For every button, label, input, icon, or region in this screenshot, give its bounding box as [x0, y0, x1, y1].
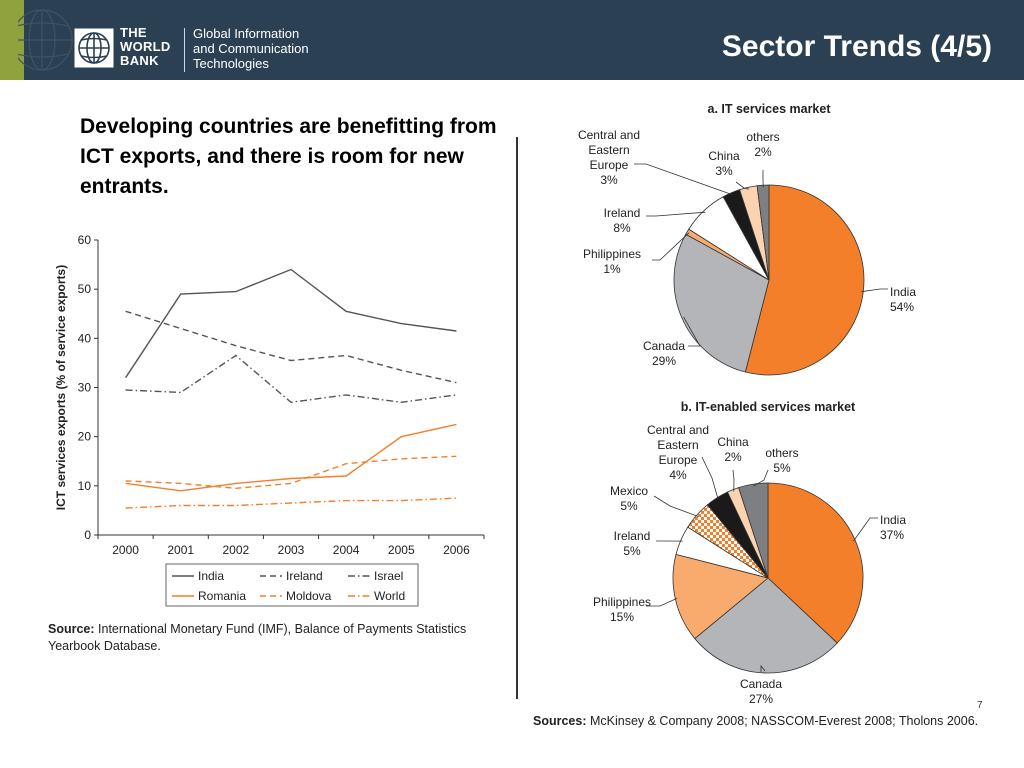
y-tick-label: 10	[78, 479, 92, 493]
pie-label: 8%	[613, 221, 631, 235]
x-tick-label: 2004	[333, 543, 360, 557]
series-line-india	[125, 268, 457, 379]
pie-label: 1%	[603, 262, 621, 276]
series-line-world	[125, 497, 457, 509]
pie-label: 3%	[600, 173, 618, 187]
series-line-israel	[125, 354, 457, 404]
leader-line	[646, 597, 678, 607]
y-tick-label: 60	[78, 233, 92, 247]
leader-line	[683, 316, 701, 347]
x-tick-label: 2001	[167, 543, 194, 557]
legend-item-ireland: Ireland	[286, 569, 323, 583]
pie-label: 2%	[724, 450, 742, 464]
legend-item-romania: Romania	[198, 589, 246, 603]
pie-slice-canada	[673, 233, 770, 373]
y-axis-label: ICT services exports (% of service expor…	[54, 265, 68, 510]
pie-label: Philippines	[593, 595, 651, 609]
slide-number: 7	[977, 700, 983, 711]
leader-line	[735, 181, 749, 190]
legend-item-world: World	[374, 589, 405, 603]
pie-label: 4%	[669, 468, 687, 482]
pie-title: a. IT services market	[708, 102, 832, 116]
slide-subtitle: Developing countries are benefitting fro…	[80, 115, 497, 198]
pie-label: Europe	[590, 158, 629, 172]
legend-item-moldova: Moldova	[286, 589, 332, 603]
pie-label: Mexico	[610, 484, 648, 498]
pie-title: b. IT-enabled services market	[681, 400, 856, 414]
pie-label: others	[765, 446, 798, 460]
x-tick-label: 2002	[223, 543, 250, 557]
pie-label: 2%	[754, 145, 772, 159]
x-tick-label: 2000	[112, 543, 139, 557]
y-tick-label: 40	[78, 331, 92, 345]
header-bar: THE WORLD BANK Global Information and Co…	[0, 0, 1024, 80]
organization-name: THE WORLD BANK	[120, 25, 171, 68]
ict-exports-line-chart: 0 10 20 30 40 50 60 2000 2001 2002 2003 2004 2005 200…	[54, 233, 485, 607]
pie-label: 29%	[652, 354, 676, 368]
pie-label: Central and	[647, 423, 709, 437]
pie-label: Eastern	[588, 143, 629, 157]
pie-label: 5%	[773, 461, 791, 475]
y-tick-label: 50	[78, 282, 92, 296]
pie-label: Philippines	[583, 247, 641, 261]
pie-label: 5%	[623, 544, 641, 558]
pie-label: 54%	[890, 300, 914, 314]
leader-line	[753, 469, 769, 487]
leader-line	[634, 163, 733, 195]
series-line-ireland	[125, 310, 457, 384]
leader-line	[732, 469, 735, 492]
leader-line	[701, 456, 719, 500]
pie-label: 5%	[620, 499, 638, 513]
pie-slice-india	[744, 184, 865, 376]
pie-slice-others	[738, 482, 769, 579]
vertical-divider	[516, 137, 518, 699]
leader-line	[861, 288, 888, 293]
x-tick-label: 2006	[443, 543, 470, 557]
pie-label: Ireland	[604, 206, 641, 220]
pie-label: Ireland	[614, 529, 651, 543]
pie-label: 37%	[880, 528, 904, 542]
left-source-note: Source: International Monetary Fund (IMF…	[48, 622, 467, 653]
leader-line	[652, 232, 690, 261]
right-source-note: Sources: McKinsey & Company 2008; NASSCO…	[533, 714, 979, 728]
pie-slice-india	[767, 482, 864, 644]
x-tick-label: 2003	[278, 543, 305, 557]
x-tick-label: 2005	[388, 543, 415, 557]
legend-box	[165, 563, 419, 607]
pie-label: Canada	[740, 677, 782, 691]
leader-line	[646, 211, 706, 217]
world-bank-logo	[74, 28, 114, 68]
leader-line	[853, 517, 878, 542]
pie-label: Eastern	[657, 438, 698, 452]
leader-line	[760, 664, 766, 672]
pie-label: others	[746, 130, 779, 144]
slide-title: Sector Trends (4/5)	[721, 30, 992, 63]
series-line-romania	[125, 423, 457, 492]
pie-label: Europe	[659, 453, 698, 467]
pie-label: 3%	[715, 164, 733, 178]
pie-label: Central and	[578, 128, 640, 142]
y-tick-label: 30	[78, 381, 92, 395]
pie-label: India	[890, 285, 916, 299]
legend-item-israel: Israel	[374, 569, 403, 583]
pie-slice-canada	[694, 577, 838, 674]
series-line-moldova	[125, 455, 457, 490]
pie-label: 15%	[610, 610, 634, 624]
leader-line	[653, 495, 699, 517]
globe-watermark-icon	[18, 9, 73, 71]
pie-label: China	[708, 149, 740, 163]
pie-label: China	[717, 435, 749, 449]
logo-divider	[184, 28, 185, 72]
pie-label: 27%	[749, 692, 773, 706]
legend-item-india: India	[198, 569, 224, 583]
pie-label: India	[880, 513, 906, 527]
y-tick-label: 20	[78, 430, 92, 444]
y-tick-label: 0	[84, 528, 91, 542]
unit-name: Global Information and Communication Tec…	[193, 26, 309, 71]
pie-label: Canada	[643, 339, 685, 353]
